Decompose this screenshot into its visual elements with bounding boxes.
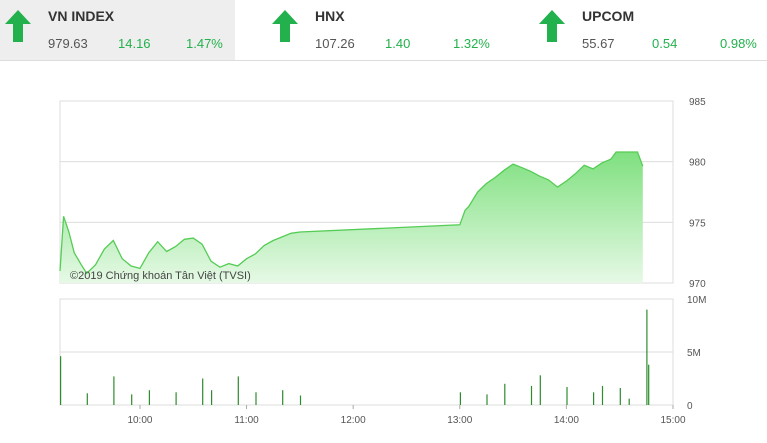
volume-grid — [59, 298, 674, 406]
volume-bar — [593, 392, 595, 405]
index-price: 107.26 — [315, 36, 355, 51]
index-name: VN INDEX — [48, 8, 115, 24]
volume-bar — [504, 383, 506, 405]
index-tab-vnindex[interactable]: VN INDEX 979.63 14.16 1.47% — [0, 0, 235, 60]
volume-bar — [211, 390, 213, 405]
price-y-tick-label: 980 — [689, 158, 706, 169]
index-name: UPCOM — [582, 8, 635, 24]
index-change: 0.54 — [652, 36, 678, 51]
index-price: 979.63 — [48, 36, 88, 51]
price-y-tick-label: 975 — [689, 218, 706, 229]
volume-bar — [646, 309, 648, 405]
volume-bar — [486, 394, 488, 405]
up-arrow-icon — [539, 10, 565, 42]
volume-bar — [628, 398, 630, 405]
price-area — [60, 152, 643, 283]
index-percent: 1.47% — [186, 36, 223, 51]
index-percent: 0.98% — [720, 36, 757, 51]
index-tab-upcom[interactable]: UPCOM 55.67 0.54 0.98% — [534, 0, 767, 60]
volume-y-axis: 10M 5M 0 — [687, 295, 706, 412]
volume-bar — [566, 387, 568, 405]
volume-bar — [459, 392, 461, 405]
time-tick-label: 12:00 — [341, 415, 366, 426]
header-divider — [0, 60, 767, 61]
volume-bar — [60, 356, 62, 405]
time-tick-label: 10:00 — [127, 415, 152, 426]
volume-bar — [113, 376, 115, 405]
volume-bar — [148, 390, 150, 405]
up-arrow-icon — [272, 10, 298, 42]
volume-bars — [60, 309, 650, 405]
volume-bar — [299, 395, 302, 405]
time-tick-label: 13:00 — [447, 415, 472, 426]
price-line — [59, 151, 644, 275]
index-change: 1.40 — [385, 36, 411, 51]
volume-bar — [648, 364, 650, 405]
index-percent: 1.32% — [453, 36, 490, 51]
volume-bar — [255, 392, 257, 405]
volume-y-tick-label: 5M — [687, 348, 701, 359]
price-y-axis: 985 980 975 970 — [689, 97, 706, 290]
index-header: VN INDEX 979.63 14.16 1.47% HNX 107.26 1… — [0, 0, 767, 60]
price-y-tick-label: 970 — [689, 279, 706, 290]
volume-bar — [539, 375, 541, 405]
time-tick-label: 14:00 — [554, 415, 579, 426]
volume-bar — [175, 392, 177, 405]
price-y-tick-label: 985 — [689, 97, 706, 108]
up-arrow-icon — [5, 10, 31, 42]
index-name: HNX — [315, 8, 345, 24]
time-tick-label: 15:00 — [660, 415, 685, 426]
index-price: 55.67 — [582, 36, 615, 51]
time-x-axis: 10:00 11:00 12:00 13:00 14:00 15:00 — [127, 405, 686, 426]
volume-bar — [601, 385, 604, 405]
volume-y-tick-label: 0 — [687, 401, 693, 412]
volume-bar — [202, 378, 204, 405]
volume-bar — [619, 388, 621, 405]
index-change: 14.16 — [118, 36, 151, 51]
chart-watermark: ©2019 Chứng khoán Tân Việt (TVSI) — [70, 270, 251, 282]
index-tab-hnx[interactable]: HNX 107.26 1.40 1.32% — [267, 0, 502, 60]
volume-bar — [131, 394, 133, 405]
volume-bar — [86, 393, 88, 405]
volume-y-tick-label: 10M — [687, 295, 706, 306]
volume-bar — [237, 376, 239, 405]
volume-bar — [530, 385, 533, 405]
time-tick-label: 11:00 — [234, 415, 259, 426]
volume-bar — [282, 390, 284, 405]
